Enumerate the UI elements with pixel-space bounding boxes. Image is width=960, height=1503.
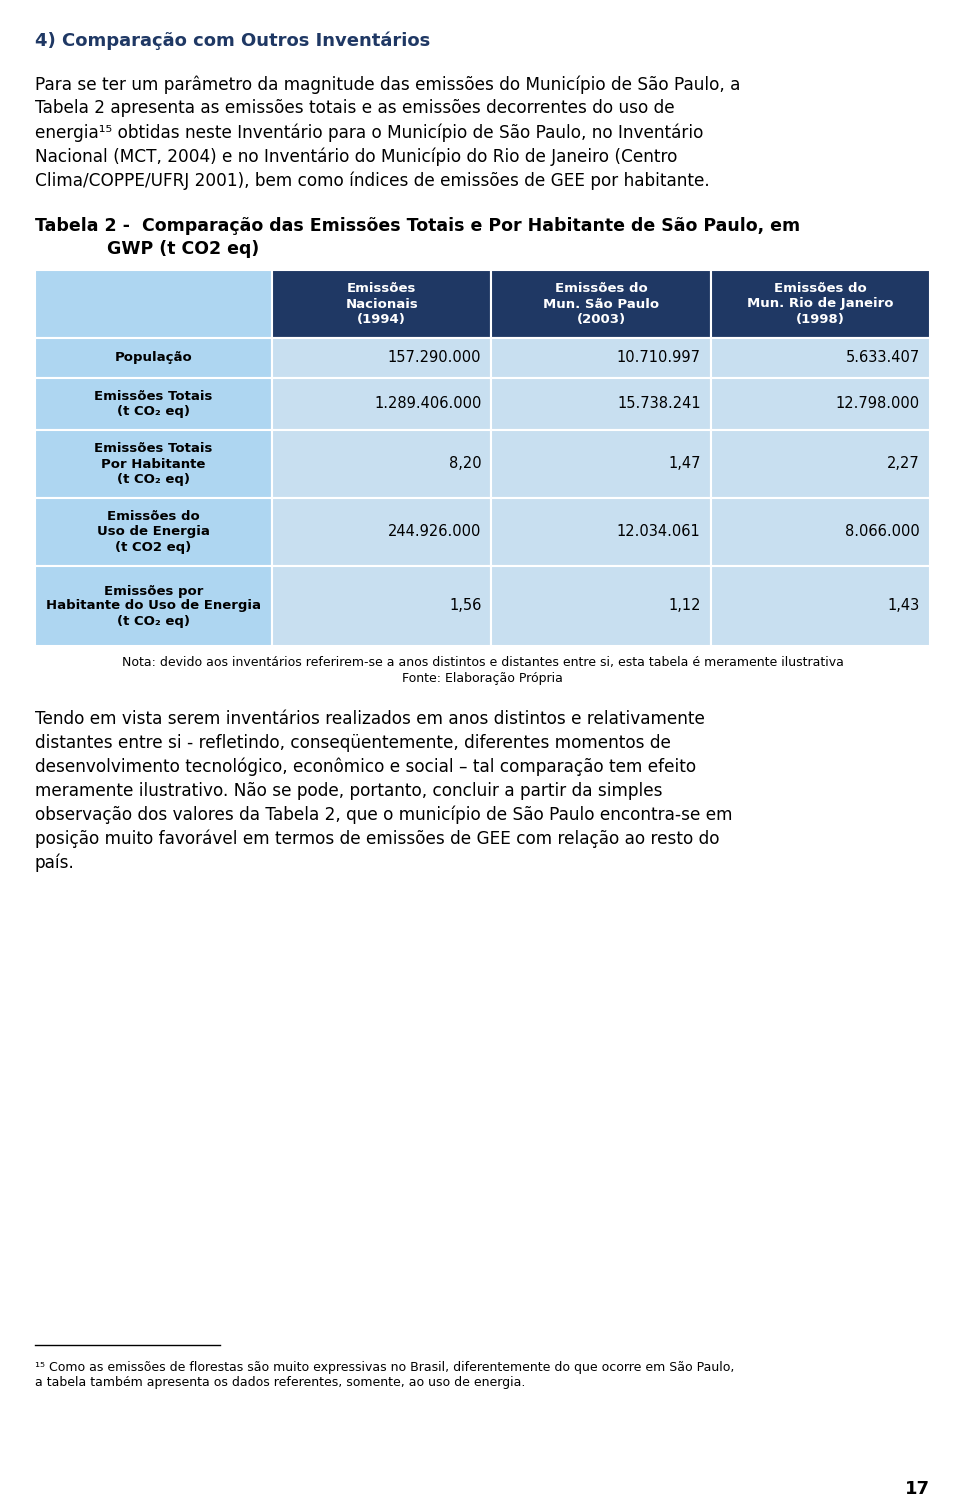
Text: a tabela também apresenta os dados referentes, somente, ao uso de energia.: a tabela também apresenta os dados refer… <box>35 1377 525 1389</box>
Text: Tabela 2 apresenta as emissões totais e as emissões decorrentes do uso de: Tabela 2 apresenta as emissões totais e … <box>35 99 675 117</box>
Text: 1,43: 1,43 <box>888 598 920 613</box>
Text: Clima/COPPE/UFRJ 2001), bem como índices de emissões de GEE por habitante.: Clima/COPPE/UFRJ 2001), bem como índices… <box>35 171 709 189</box>
Bar <box>710 338 930 377</box>
Text: país.: país. <box>35 854 75 873</box>
Text: 4) Comparação com Outros Inventários: 4) Comparação com Outros Inventários <box>35 32 430 51</box>
Text: 8,20: 8,20 <box>448 457 481 472</box>
Text: 15.738.241: 15.738.241 <box>617 397 701 412</box>
Text: Emissões Totais
Por Habitante
(t CO₂ eq): Emissões Totais Por Habitante (t CO₂ eq) <box>94 442 213 485</box>
Bar <box>710 430 930 497</box>
Text: Emissões do
Mun. São Paulo
(2003): Emissões do Mun. São Paulo (2003) <box>543 283 660 326</box>
Text: desenvolvimento tecnológico, econômico e social – tal comparação tem efeito: desenvolvimento tecnológico, econômico e… <box>35 758 696 777</box>
Text: 8.066.000: 8.066.000 <box>845 525 920 540</box>
Text: 1,47: 1,47 <box>668 457 701 472</box>
Text: 244.926.000: 244.926.000 <box>388 525 481 540</box>
Text: 5.633.407: 5.633.407 <box>846 350 920 365</box>
Text: Emissões por
Habitante do Uso de Energia
(t CO₂ eq): Emissões por Habitante do Uso de Energia… <box>46 585 261 627</box>
Text: 157.290.000: 157.290.000 <box>388 350 481 365</box>
Text: População: População <box>114 352 192 365</box>
Bar <box>492 430 710 497</box>
Text: Tabela 2 -  Comparação das Emissões Totais e Por Habitante de São Paulo, em: Tabela 2 - Comparação das Emissões Totai… <box>35 216 800 234</box>
Text: Tendo em vista serem inventários realizados em anos distintos e relativamente: Tendo em vista serem inventários realiza… <box>35 709 705 727</box>
Text: 12.034.061: 12.034.061 <box>617 525 701 540</box>
Text: meramente ilustrativo. Não se pode, portanto, concluir a partir da simples: meramente ilustrativo. Não se pode, port… <box>35 782 662 800</box>
Text: Nacional (MCT, 2004) e no Inventário do Município do Rio de Janeiro (Centro: Nacional (MCT, 2004) e no Inventário do … <box>35 147 678 165</box>
Bar <box>492 567 710 646</box>
Text: Emissões do
Mun. Rio de Janeiro
(1998): Emissões do Mun. Rio de Janeiro (1998) <box>747 283 894 326</box>
Text: Emissões do
Uso de Energia
(t CO2 eq): Emissões do Uso de Energia (t CO2 eq) <box>97 511 210 553</box>
Text: ¹⁵ Como as emissões de florestas são muito expressivas no Brasil, diferentemente: ¹⁵ Como as emissões de florestas são mui… <box>35 1362 734 1374</box>
Bar <box>35 497 272 567</box>
Text: Nota: devido aos inventários referirem-se a anos distintos e distantes entre si,: Nota: devido aos inventários referirem-s… <box>122 655 844 669</box>
Text: 17: 17 <box>905 1480 930 1498</box>
Bar <box>710 567 930 646</box>
Text: Para se ter um parâmetro da magnitude das emissões do Município de São Paulo, a: Para se ter um parâmetro da magnitude da… <box>35 75 740 93</box>
Text: 10.710.997: 10.710.997 <box>616 350 701 365</box>
Bar <box>272 271 492 338</box>
Bar <box>35 377 272 430</box>
Text: observação dos valores da Tabela 2, que o município de São Paulo encontra-se em: observação dos valores da Tabela 2, que … <box>35 806 732 825</box>
Text: Fonte: Elaboração Própria: Fonte: Elaboração Própria <box>402 672 563 685</box>
Bar <box>492 271 710 338</box>
Text: posição muito favorável em termos de emissões de GEE com relação ao resto do: posição muito favorável em termos de emi… <box>35 830 719 849</box>
Text: 1,56: 1,56 <box>449 598 481 613</box>
Bar <box>492 338 710 377</box>
Bar <box>35 567 272 646</box>
Bar <box>35 430 272 497</box>
Text: 2,27: 2,27 <box>887 457 920 472</box>
Text: Emissões Totais
(t CO₂ eq): Emissões Totais (t CO₂ eq) <box>94 389 213 418</box>
Text: GWP (t CO2 eq): GWP (t CO2 eq) <box>107 240 259 259</box>
Text: 12.798.000: 12.798.000 <box>836 397 920 412</box>
Bar <box>35 338 272 377</box>
Text: energia¹⁵ obtidas neste Inventário para o Município de São Paulo, no Inventário: energia¹⁵ obtidas neste Inventário para … <box>35 123 704 141</box>
Bar <box>272 338 492 377</box>
Bar <box>492 377 710 430</box>
Bar <box>710 497 930 567</box>
Bar <box>710 271 930 338</box>
Bar <box>272 567 492 646</box>
Bar <box>272 497 492 567</box>
Text: 1.289.406.000: 1.289.406.000 <box>374 397 481 412</box>
Bar <box>272 377 492 430</box>
Bar <box>272 430 492 497</box>
Bar <box>492 497 710 567</box>
Text: 1,12: 1,12 <box>668 598 701 613</box>
Text: distantes entre si - refletindo, conseqüentemente, diferentes momentos de: distantes entre si - refletindo, conseqü… <box>35 733 671 752</box>
Bar <box>710 377 930 430</box>
Bar <box>35 271 272 338</box>
Text: Emissões
Nacionais
(1994): Emissões Nacionais (1994) <box>346 283 418 326</box>
